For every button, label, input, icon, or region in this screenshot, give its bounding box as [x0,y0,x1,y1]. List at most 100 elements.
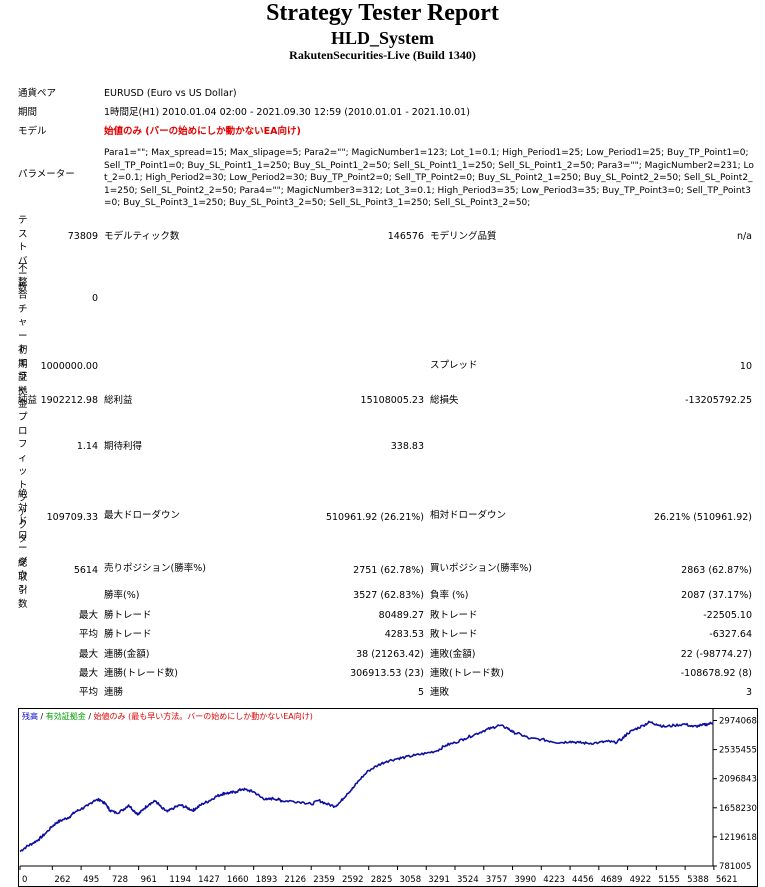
consec-profit-label: 連勝(トレード数) [104,668,178,679]
average-label: 平均 [78,629,98,640]
balance-line [19,720,714,853]
pair-value: EURUSD (Euro vs US Dollar) [104,88,237,99]
quality-label: モデリング品質 [430,231,497,242]
model-label: モデル [18,126,47,137]
abs-dd-label: 絶対ドローダウン [18,489,28,595]
deposit-label: 初期証拠金 [18,345,28,410]
x-tick-label: 5621 [716,875,738,885]
average-win-value: 4283.53 [384,629,424,640]
abs-dd-value: 109709.33 [46,512,98,523]
period-label: 期間 [18,107,38,118]
pf-label: プロフィットファクタ [18,412,28,545]
consec-loss-label: 連敗(トレード数) [430,668,504,679]
largest-win-label: 勝トレード [104,610,152,621]
long-value: 2863 (62.87%) [681,565,752,576]
ticks-label: モデルティック数 [104,231,180,242]
mismatch-value: 0 [91,293,98,304]
spread-label: スプレッド [430,360,478,371]
params-label: パラメーター [18,169,75,180]
payoff-value: 338.83 [390,441,424,452]
x-tick-label: 961 [141,875,157,885]
trades-label: 総取引数 [18,558,28,610]
gross-loss-value: -13205792.25 [685,395,752,406]
x-tick-label: 5155 [658,875,680,885]
x-tick-label: 5388 [687,875,709,885]
bars-value: 73809 [67,231,98,242]
consec-losses-label: 連敗(金額) [430,649,476,660]
consec-loss-value: -108678.92 (8) [680,668,752,679]
y-tick-label: 1658230 [719,804,757,814]
y-tick-label: 2096843 [719,775,757,785]
avg-losses-value: 3 [745,687,752,698]
legend-item: / [38,712,46,721]
avg-losses-label: 連敗 [430,687,450,698]
x-tick-label: 3990 [515,875,537,885]
largest-win-value: 80489.27 [378,610,424,621]
mismatch-label: 不整合チャートエラー [18,263,28,396]
avg-wins-label: 連勝 [104,687,124,698]
chart-frame [18,708,758,887]
chart-legend: 残高 / 有効証拠金 / 始値のみ (最も早い方法。バーの始めにしか動かないEA… [22,711,313,721]
loss-pct-label: 負率 (%) [430,590,469,601]
net-value: 1902212.98 [40,395,98,406]
x-tick-label: 4922 [630,875,652,885]
spread-value: 10 [739,361,752,372]
consec-wins-value: 38 (21263.42) [356,649,424,660]
balance-chart: 2974068 2535455 2096843 1658230 1219618 78100… [18,708,758,887]
ticks-value: 146576 [387,231,424,242]
period-value: 1時間足(H1) 2010.01.04 02:00 - 2021.09.30 1… [104,107,470,118]
legend-item: 始値のみ (最も早い方法。バーの始めにしか動かないEA向け) [94,711,313,721]
x-tick-label: 495 [83,875,99,885]
max-dd-label: 最大ドローダウン [104,510,181,521]
gross-profit-label: 総利益 [104,395,133,406]
model-value: 始値のみ (バーの始めにしか動かないEA向け) [104,126,301,137]
x-tick-label: 2126 [284,875,306,885]
consec-wins-label: 連勝(金額) [104,649,150,660]
loss-pct-value: 2087 (37.17%) [681,590,752,601]
gross-loss-label: 総損失 [430,395,459,406]
largest-label: 最大 [78,610,98,621]
pf-value: 1.14 [76,441,98,452]
x-tick-label: 3524 [457,875,479,885]
rel-dd-label: 相対ドローダウン [430,510,507,521]
x-tick-label: 4223 [543,875,565,885]
y-tick-label: 781005 [719,862,751,872]
consec-losses-value: 22 (-98774.27) [680,649,752,660]
trades-value: 5614 [73,565,98,576]
x-tick-label: 728 [112,875,128,885]
legend-item: 残高 [22,711,38,721]
x-tick-label: 1194 [169,875,191,885]
max-consec-label: 最大 [78,649,98,660]
deposit-value: 1000000.00 [40,361,98,372]
max-consec-profit-label: 最大 [78,668,98,679]
x-tick-label: 2359 [313,875,335,885]
long-label: 買いポジション(勝率%) [430,563,532,574]
consec-profit-value: 306913.53 (23) [350,668,424,679]
max-dd-value: 510961.92 (26.21%) [325,512,424,523]
x-tick-label: 1893 [256,875,278,885]
system-name: HLD_System [331,28,434,48]
largest-loss-label: 敗トレード [430,610,478,621]
y-tick-label: 1219618 [719,833,757,843]
x-tick-label: 0 [22,875,27,885]
x-tick-label: 1660 [227,875,249,885]
short-value: 2751 (62.78%) [353,565,424,576]
rel-dd-value: 26.21% (510961.92) [653,512,752,523]
average-win-label: 勝トレード [104,629,152,640]
short-label: 売りポジション(勝率%) [104,563,206,574]
y-tick-label: 2535455 [719,746,757,756]
quality-value: n/a [736,231,752,242]
avg-consec-label: 平均 [78,687,98,698]
average-loss-label: 敗トレード [430,629,478,640]
x-tick-label: 3058 [399,875,421,885]
largest-loss-value: -22505.10 [703,610,752,621]
legend-item: 有効証拠金 [46,711,86,721]
balance-chart-svg: 2974068 2535455 2096843 1658230 1219618 78100… [18,708,758,887]
x-tick-label: 2825 [371,875,393,885]
x-tick-label: 1427 [198,875,220,885]
y-tick-label: 2974068 [719,716,757,726]
x-tick-label: 262 [54,875,70,885]
x-tick-label: 2592 [342,875,364,885]
bars-label: テストバー数 [18,215,28,294]
gross-profit-value: 15108005.23 [360,395,424,406]
